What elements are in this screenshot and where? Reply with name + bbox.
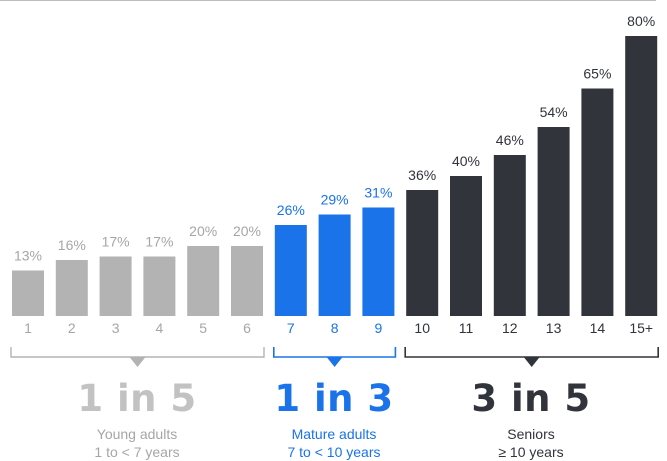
bar-10 (406, 190, 439, 316)
tick-label-8: 8 (331, 320, 339, 336)
bracket-mature (273, 347, 397, 358)
bar-12 (493, 155, 526, 316)
bar-15+ (625, 36, 658, 316)
value-label-4: 17% (145, 234, 173, 250)
tick-label-10: 10 (414, 320, 430, 336)
bar-14 (581, 88, 614, 316)
seniors-range: ≥ 10 years (498, 444, 564, 460)
tick-label-3: 3 (112, 320, 120, 336)
tick-label-4: 4 (156, 320, 164, 336)
tick-label-5: 5 (199, 320, 207, 336)
tick-label-2: 2 (68, 320, 76, 336)
bar-3 (99, 256, 132, 316)
bar-2 (55, 260, 88, 316)
bar-6 (231, 246, 263, 316)
bracket-pointer-mature (326, 357, 343, 367)
bar-13 (537, 127, 570, 316)
value-label-6: 20% (233, 223, 261, 239)
value-label-1: 13% (14, 248, 42, 264)
young-range: 1 to < 7 years (94, 444, 180, 460)
tick-label-12: 12 (502, 320, 518, 336)
group-young: 1 in 5 Young adults 1 to < 7 years (52, 379, 222, 461)
tick-label-7: 7 (287, 320, 295, 336)
value-label-14: 65% (583, 66, 611, 82)
value-label-3: 17% (102, 234, 130, 250)
tick-label-15+: 15+ (629, 320, 653, 336)
mature-ratio: 1 in 3 (274, 377, 394, 420)
tick-label-13: 13 (546, 320, 562, 336)
bar-7 (274, 225, 307, 316)
bracket-seniors (404, 347, 659, 358)
value-label-7: 26% (277, 202, 305, 218)
value-label-8: 29% (321, 192, 349, 208)
value-label-13: 54% (540, 104, 568, 120)
young-label: Young adults (96, 426, 178, 442)
group-seniors: 3 in 5 Seniors ≥ 10 years (446, 379, 616, 461)
bracket-pointer-seniors (523, 357, 540, 367)
value-label-9: 31% (364, 185, 392, 201)
value-label-15+: 80% (627, 13, 655, 29)
group-mature: 1 in 3 Mature adults 7 to < 10 years (249, 379, 419, 461)
value-label-2: 16% (58, 237, 86, 253)
tick-label-11: 11 (459, 320, 474, 336)
bar-9 (362, 207, 395, 316)
tick-label-14: 14 (590, 320, 606, 336)
value-label-10: 36% (408, 167, 436, 183)
seniors-ratio: 3 in 5 (471, 377, 591, 420)
tick-label-6: 6 (243, 320, 251, 336)
value-label-12: 46% (496, 132, 524, 148)
value-label-5: 20% (189, 223, 217, 239)
seniors-label: Seniors (507, 426, 555, 442)
mature-label: Mature adults (291, 426, 377, 442)
bar-11 (450, 176, 482, 316)
value-label-11: 40% (452, 153, 480, 169)
bracket-pointer-young (129, 357, 146, 367)
bar-1 (12, 270, 44, 316)
young-ratio: 1 in 5 (77, 377, 197, 420)
bar-5 (187, 246, 220, 316)
bar-4 (143, 256, 176, 316)
bracket-young (10, 347, 265, 358)
tick-label-9: 9 (375, 320, 383, 336)
mature-range: 7 to < 10 years (287, 444, 381, 460)
bar-8 (318, 214, 351, 316)
tick-label-1: 1 (24, 320, 32, 336)
